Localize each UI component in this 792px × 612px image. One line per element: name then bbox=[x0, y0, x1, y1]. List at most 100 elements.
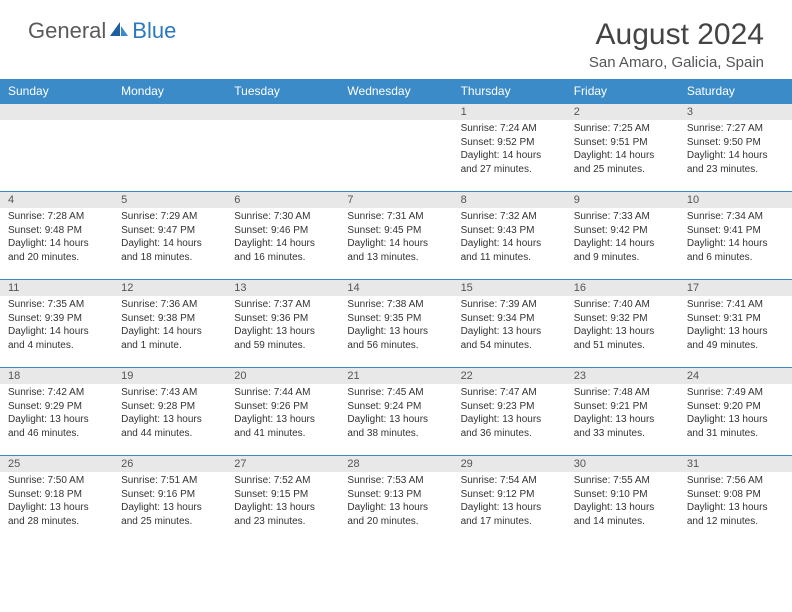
brand-logo: General Blue bbox=[28, 18, 176, 44]
weekday-header: Friday bbox=[566, 79, 679, 104]
sunset-text: Sunset: 9:16 PM bbox=[121, 488, 218, 502]
day-number: 22 bbox=[453, 368, 566, 384]
day-data: Sunrise: 7:41 AMSunset: 9:31 PMDaylight:… bbox=[679, 296, 792, 356]
day-number: 28 bbox=[339, 456, 452, 472]
day-data: Sunrise: 7:24 AMSunset: 9:52 PMDaylight:… bbox=[453, 120, 566, 180]
sunset-text: Sunset: 9:38 PM bbox=[121, 312, 218, 326]
calendar-cell: 28Sunrise: 7:53 AMSunset: 9:13 PMDayligh… bbox=[339, 456, 452, 544]
sunrise-text: Sunrise: 7:40 AM bbox=[574, 298, 671, 312]
daylight-text: Daylight: 14 hours and 25 minutes. bbox=[574, 149, 671, 176]
calendar-cell: 24Sunrise: 7:49 AMSunset: 9:20 PMDayligh… bbox=[679, 368, 792, 456]
day-data: Sunrise: 7:39 AMSunset: 9:34 PMDaylight:… bbox=[453, 296, 566, 356]
day-number: 13 bbox=[226, 280, 339, 296]
calendar-cell: 6Sunrise: 7:30 AMSunset: 9:46 PMDaylight… bbox=[226, 192, 339, 280]
daylight-text: Daylight: 13 hours and 20 minutes. bbox=[347, 501, 444, 528]
sunset-text: Sunset: 9:42 PM bbox=[574, 224, 671, 238]
sunrise-text: Sunrise: 7:39 AM bbox=[461, 298, 558, 312]
sunset-text: Sunset: 9:32 PM bbox=[574, 312, 671, 326]
daylight-text: Daylight: 14 hours and 4 minutes. bbox=[8, 325, 105, 352]
daylight-text: Daylight: 14 hours and 20 minutes. bbox=[8, 237, 105, 264]
daylight-text: Daylight: 13 hours and 56 minutes. bbox=[347, 325, 444, 352]
sunset-text: Sunset: 9:26 PM bbox=[234, 400, 331, 414]
calendar-cell: 19Sunrise: 7:43 AMSunset: 9:28 PMDayligh… bbox=[113, 368, 226, 456]
daylight-text: Daylight: 14 hours and 9 minutes. bbox=[574, 237, 671, 264]
sunset-text: Sunset: 9:39 PM bbox=[8, 312, 105, 326]
daylight-text: Daylight: 14 hours and 6 minutes. bbox=[687, 237, 784, 264]
header: General Blue August 2024 San Amaro, Gali… bbox=[0, 0, 792, 79]
day-data bbox=[113, 120, 226, 180]
day-data: Sunrise: 7:33 AMSunset: 9:42 PMDaylight:… bbox=[566, 208, 679, 268]
day-data: Sunrise: 7:35 AMSunset: 9:39 PMDaylight:… bbox=[0, 296, 113, 356]
day-number: 31 bbox=[679, 456, 792, 472]
sunrise-text: Sunrise: 7:56 AM bbox=[687, 474, 784, 488]
calendar-cell: 27Sunrise: 7:52 AMSunset: 9:15 PMDayligh… bbox=[226, 456, 339, 544]
day-data: Sunrise: 7:50 AMSunset: 9:18 PMDaylight:… bbox=[0, 472, 113, 532]
sunrise-text: Sunrise: 7:28 AM bbox=[8, 210, 105, 224]
day-number: 30 bbox=[566, 456, 679, 472]
day-number: 4 bbox=[0, 192, 113, 208]
sunrise-text: Sunrise: 7:34 AM bbox=[687, 210, 784, 224]
sunrise-text: Sunrise: 7:42 AM bbox=[8, 386, 105, 400]
day-data: Sunrise: 7:45 AMSunset: 9:24 PMDaylight:… bbox=[339, 384, 452, 444]
day-data: Sunrise: 7:43 AMSunset: 9:28 PMDaylight:… bbox=[113, 384, 226, 444]
day-number: 7 bbox=[339, 192, 452, 208]
daylight-text: Daylight: 14 hours and 18 minutes. bbox=[121, 237, 218, 264]
sunset-text: Sunset: 9:36 PM bbox=[234, 312, 331, 326]
day-number: 21 bbox=[339, 368, 452, 384]
sunrise-text: Sunrise: 7:31 AM bbox=[347, 210, 444, 224]
day-data: Sunrise: 7:51 AMSunset: 9:16 PMDaylight:… bbox=[113, 472, 226, 532]
sunset-text: Sunset: 9:28 PM bbox=[121, 400, 218, 414]
day-data: Sunrise: 7:34 AMSunset: 9:41 PMDaylight:… bbox=[679, 208, 792, 268]
calendar-cell: 12Sunrise: 7:36 AMSunset: 9:38 PMDayligh… bbox=[113, 280, 226, 368]
sunrise-text: Sunrise: 7:25 AM bbox=[574, 122, 671, 136]
calendar-cell: 17Sunrise: 7:41 AMSunset: 9:31 PMDayligh… bbox=[679, 280, 792, 368]
day-data: Sunrise: 7:52 AMSunset: 9:15 PMDaylight:… bbox=[226, 472, 339, 532]
calendar-cell: 3Sunrise: 7:27 AMSunset: 9:50 PMDaylight… bbox=[679, 104, 792, 192]
day-number: 3 bbox=[679, 104, 792, 120]
day-number: 12 bbox=[113, 280, 226, 296]
calendar-cell: 11Sunrise: 7:35 AMSunset: 9:39 PMDayligh… bbox=[0, 280, 113, 368]
sunrise-text: Sunrise: 7:52 AM bbox=[234, 474, 331, 488]
daylight-text: Daylight: 13 hours and 31 minutes. bbox=[687, 413, 784, 440]
day-number: 25 bbox=[0, 456, 113, 472]
calendar-cell: 13Sunrise: 7:37 AMSunset: 9:36 PMDayligh… bbox=[226, 280, 339, 368]
sunrise-text: Sunrise: 7:53 AM bbox=[347, 474, 444, 488]
daylight-text: Daylight: 14 hours and 16 minutes. bbox=[234, 237, 331, 264]
daylight-text: Daylight: 13 hours and 25 minutes. bbox=[121, 501, 218, 528]
sunrise-text: Sunrise: 7:38 AM bbox=[347, 298, 444, 312]
sunset-text: Sunset: 9:34 PM bbox=[461, 312, 558, 326]
calendar-cell: 1Sunrise: 7:24 AMSunset: 9:52 PMDaylight… bbox=[453, 104, 566, 192]
day-number: 9 bbox=[566, 192, 679, 208]
sunset-text: Sunset: 9:41 PM bbox=[687, 224, 784, 238]
sunrise-text: Sunrise: 7:48 AM bbox=[574, 386, 671, 400]
sunrise-text: Sunrise: 7:36 AM bbox=[121, 298, 218, 312]
day-data: Sunrise: 7:31 AMSunset: 9:45 PMDaylight:… bbox=[339, 208, 452, 268]
weekday-header: Thursday bbox=[453, 79, 566, 104]
sunset-text: Sunset: 9:47 PM bbox=[121, 224, 218, 238]
daylight-text: Daylight: 14 hours and 13 minutes. bbox=[347, 237, 444, 264]
daylight-text: Daylight: 13 hours and 23 minutes. bbox=[234, 501, 331, 528]
day-data: Sunrise: 7:54 AMSunset: 9:12 PMDaylight:… bbox=[453, 472, 566, 532]
daylight-text: Daylight: 14 hours and 27 minutes. bbox=[461, 149, 558, 176]
calendar-cell: 10Sunrise: 7:34 AMSunset: 9:41 PMDayligh… bbox=[679, 192, 792, 280]
daylight-text: Daylight: 13 hours and 59 minutes. bbox=[234, 325, 331, 352]
day-data: Sunrise: 7:53 AMSunset: 9:13 PMDaylight:… bbox=[339, 472, 452, 532]
weekday-header: Monday bbox=[113, 79, 226, 104]
calendar-cell bbox=[226, 104, 339, 192]
calendar-cell: 25Sunrise: 7:50 AMSunset: 9:18 PMDayligh… bbox=[0, 456, 113, 544]
day-number bbox=[339, 104, 452, 120]
day-number: 23 bbox=[566, 368, 679, 384]
day-data: Sunrise: 7:38 AMSunset: 9:35 PMDaylight:… bbox=[339, 296, 452, 356]
day-data: Sunrise: 7:40 AMSunset: 9:32 PMDaylight:… bbox=[566, 296, 679, 356]
weekday-header-row: SundayMondayTuesdayWednesdayThursdayFrid… bbox=[0, 79, 792, 104]
location: San Amaro, Galicia, Spain bbox=[589, 54, 764, 71]
sunset-text: Sunset: 9:50 PM bbox=[687, 136, 784, 150]
calendar-row: 1Sunrise: 7:24 AMSunset: 9:52 PMDaylight… bbox=[0, 104, 792, 192]
sunrise-text: Sunrise: 7:51 AM bbox=[121, 474, 218, 488]
day-data bbox=[0, 120, 113, 180]
brand-part2: Blue bbox=[132, 18, 176, 44]
daylight-text: Daylight: 13 hours and 12 minutes. bbox=[687, 501, 784, 528]
calendar-cell: 8Sunrise: 7:32 AMSunset: 9:43 PMDaylight… bbox=[453, 192, 566, 280]
calendar-row: 11Sunrise: 7:35 AMSunset: 9:39 PMDayligh… bbox=[0, 280, 792, 368]
sunrise-text: Sunrise: 7:44 AM bbox=[234, 386, 331, 400]
